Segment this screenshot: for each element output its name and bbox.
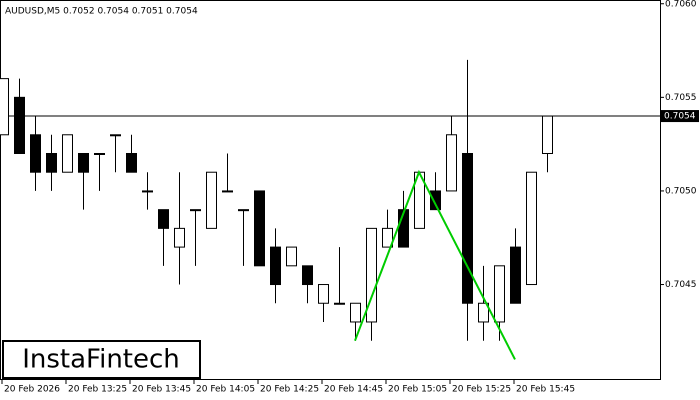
candle-body — [542, 115, 553, 154]
candle-body — [0, 78, 9, 136]
candle-body — [30, 134, 41, 173]
x-tick-label: 20 Feb 15:05 — [388, 385, 447, 395]
candle-body — [494, 265, 505, 323]
candle-body — [174, 227, 185, 248]
x-tick-label: 20 Feb 13:45 — [132, 385, 191, 395]
candle-body — [126, 152, 137, 173]
plot-frame — [0, 0, 661, 380]
candle-body — [270, 246, 281, 286]
price-label-box — [661, 110, 699, 123]
candle-body — [142, 190, 153, 193]
price-label: 0.7054 — [664, 112, 696, 122]
candle-body — [94, 152, 105, 155]
x-tick-label: 20 Feb 14:45 — [324, 385, 383, 395]
candle-body — [206, 171, 217, 229]
candle-body — [334, 302, 345, 305]
candle-body — [366, 227, 377, 323]
candle-body — [46, 152, 57, 173]
candle-body — [110, 134, 121, 137]
y-tick-label: 0.7045 — [665, 280, 697, 290]
candle-body — [446, 134, 457, 192]
candle-body — [14, 96, 25, 154]
candle-body — [302, 265, 313, 286]
x-tick-label: 20 Feb 14:05 — [196, 385, 255, 395]
x-tick-label: 20 Feb 2026 — [4, 385, 60, 395]
logo-box — [2, 340, 201, 379]
candle-body — [190, 209, 201, 212]
x-tick-label: 20 Feb 15:45 — [516, 385, 575, 395]
candle-body — [318, 284, 329, 304]
chart-title: AUDUSD,M5 0.7052 0.7054 0.7051 0.7054 — [5, 7, 198, 17]
candle-body — [238, 209, 249, 212]
candle-body — [254, 190, 265, 267]
candle-body — [350, 302, 361, 323]
y-tick-label: 0.7050 — [665, 186, 697, 196]
pattern-line — [354, 169, 516, 360]
logo: InstaFintech — [22, 345, 180, 375]
x-tick-label: 20 Feb 15:25 — [452, 385, 511, 395]
candle-body — [158, 209, 169, 229]
candle-body — [78, 152, 89, 173]
x-tick-label: 20 Feb 13:25 — [68, 385, 127, 395]
candle-body — [478, 302, 489, 323]
y-tick-label: 0.7060 — [665, 0, 697, 9]
candle-body — [430, 190, 441, 211]
candle-body — [462, 152, 473, 304]
candle-body — [526, 171, 537, 286]
candle-body — [62, 134, 73, 173]
candle-body — [382, 227, 393, 248]
x-tick-label: 20 Feb 14:25 — [260, 385, 319, 395]
candle-body — [222, 190, 233, 193]
candle-body — [510, 246, 521, 304]
y-tick-label: 0.7055 — [665, 93, 697, 103]
candle-body — [286, 246, 297, 267]
